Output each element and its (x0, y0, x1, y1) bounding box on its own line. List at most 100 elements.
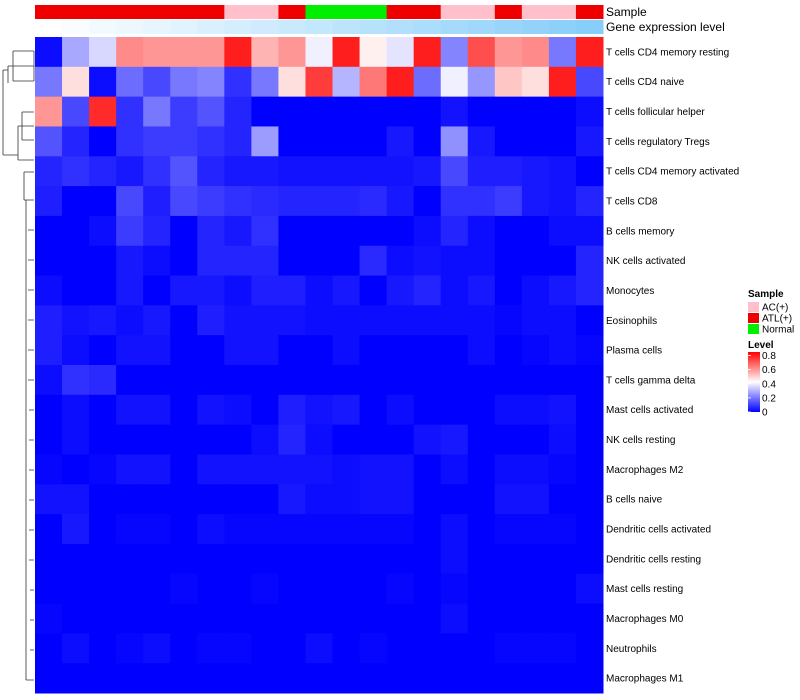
row-label: Neutrophils (606, 644, 657, 655)
heatmap-cell (332, 514, 361, 545)
heatmap-cell (386, 663, 415, 694)
heatmap-cell (521, 633, 550, 664)
heatmap-cell (386, 96, 415, 127)
level-legend-tick-label: 0.2 (762, 393, 776, 404)
heatmap-cell (143, 156, 171, 187)
heatmap-cell (251, 305, 279, 336)
level-legend-tick-label: 0.4 (762, 379, 776, 390)
heatmap-cell (575, 514, 604, 545)
heatmap-cell (116, 245, 144, 277)
heatmap-cell (494, 275, 523, 306)
heatmap-cell (359, 275, 388, 306)
heatmap-cell (305, 543, 334, 575)
sample-annotation-cell (35, 5, 63, 19)
heatmap-cell (332, 484, 361, 515)
heatmap-cell (332, 394, 361, 426)
heatmap-cell (278, 186, 306, 217)
level-legend-tick-label: 0.8 (762, 351, 776, 362)
heatmap-cell (332, 245, 361, 277)
row-label: B cells naive (606, 495, 663, 506)
heatmap-cell (143, 275, 171, 306)
heatmap-cell (197, 543, 225, 575)
heatmap-cell (305, 275, 334, 306)
heatmap-cell (116, 484, 144, 515)
heatmap-cell (305, 186, 334, 217)
heatmap-cell (116, 424, 144, 455)
heatmap-cell (575, 66, 604, 98)
heatmap-cell (413, 37, 442, 68)
heatmap-cell (332, 454, 361, 485)
heatmap-cell (170, 96, 198, 127)
heatmap-cell (440, 215, 469, 247)
heatmap-cell (548, 215, 577, 247)
heatmap-cell (548, 394, 577, 426)
heatmap-cell (116, 275, 144, 306)
heatmap-cell (467, 424, 496, 455)
heatmap-cell (89, 365, 117, 396)
heatmap-cell (521, 573, 550, 605)
heatmap-cell (332, 156, 361, 187)
heatmap-cell (440, 156, 469, 187)
heatmap-cell (116, 66, 144, 98)
heatmap-cell (467, 484, 496, 515)
heatmap-cell (278, 663, 306, 694)
heatmap-cell (305, 394, 334, 426)
heatmap-cell (89, 454, 117, 485)
heatmap-cell (116, 573, 144, 605)
heatmap-cell (197, 37, 225, 68)
heatmap-cell (62, 156, 90, 187)
row-label: Macrophages M1 (606, 674, 684, 685)
sample-annotation-cell (278, 5, 306, 19)
heatmap-cell (359, 66, 388, 98)
heatmap-cell (62, 484, 90, 515)
heatmap-cell (332, 603, 361, 634)
heatmap-cell (413, 454, 442, 485)
heatmap-cell (386, 215, 415, 247)
heatmap-cell (548, 633, 577, 664)
heatmap-cell (35, 543, 63, 575)
heatmap-cell (467, 394, 496, 426)
heatmap-cell (224, 335, 252, 366)
heatmap-cell (89, 245, 117, 277)
heatmap-cell (197, 186, 225, 217)
heatmap-cell (521, 37, 550, 68)
heatmap-cell (359, 514, 388, 545)
heatmap-cell (143, 335, 171, 366)
heatmap-cell (89, 633, 117, 664)
heatmap-cell (35, 394, 63, 426)
heatmap-cell (89, 275, 117, 306)
heatmap-cell (170, 484, 198, 515)
heatmap-cell (494, 394, 523, 426)
heatmap-cell (224, 96, 252, 127)
sample-annotation-cell (116, 5, 144, 19)
heatmap-cell (170, 394, 198, 426)
heatmap-cell (467, 305, 496, 336)
row-label: NK cells resting (606, 435, 675, 446)
gene-expression-annotation-label: Gene expression level (606, 20, 725, 34)
heatmap-cell (359, 245, 388, 277)
heatmap-cell (278, 454, 306, 485)
heatmap-cell (494, 156, 523, 187)
heatmap-cell (440, 245, 469, 277)
heatmap-cell (575, 484, 604, 515)
heatmap-cell (305, 156, 334, 187)
row-label: T cells CD8 (606, 197, 658, 208)
heatmap-cell (440, 394, 469, 426)
heatmap-cell (575, 573, 604, 605)
heatmap-cell (35, 96, 63, 127)
heatmap-cell (332, 633, 361, 664)
heatmap-cell (278, 275, 306, 306)
heatmap-cell (62, 305, 90, 336)
sample-legend-swatch (748, 302, 759, 312)
heatmap-cell (35, 484, 63, 515)
heatmap-cell (305, 484, 334, 515)
heatmap-cell (413, 156, 442, 187)
sample-annotation-cell (143, 5, 171, 19)
heatmap-cell (251, 394, 279, 426)
sample-annotation-cell (305, 5, 334, 19)
heatmap-cell (575, 156, 604, 187)
heatmap-cell (575, 305, 604, 336)
heatmap-cell (89, 663, 117, 694)
heatmap-cell (440, 335, 469, 366)
row-label: T cells CD4 naive (606, 77, 685, 88)
